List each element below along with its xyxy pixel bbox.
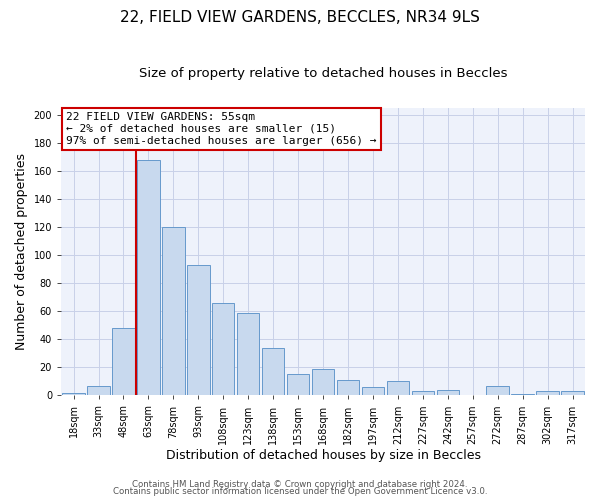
Bar [511,394,534,396]
Text: 22, FIELD VIEW GARDENS, BECCLES, NR34 9LS: 22, FIELD VIEW GARDENS, BECCLES, NR34 9L… [120,10,480,25]
Bar [62,392,85,396]
Bar [362,387,384,396]
Bar [287,374,310,396]
Bar [386,382,409,396]
Bar [87,386,110,396]
Y-axis label: Number of detached properties: Number of detached properties [15,153,28,350]
Bar [112,328,134,396]
Bar [162,227,185,396]
Bar [536,391,559,396]
Bar [187,265,209,396]
Text: 22 FIELD VIEW GARDENS: 55sqm
← 2% of detached houses are smaller (15)
97% of sem: 22 FIELD VIEW GARDENS: 55sqm ← 2% of det… [67,112,377,146]
Bar [237,312,259,396]
Bar [437,390,459,396]
Bar [412,391,434,396]
Bar [337,380,359,396]
Bar [312,369,334,396]
Text: Contains HM Land Registry data © Crown copyright and database right 2024.: Contains HM Land Registry data © Crown c… [132,480,468,489]
X-axis label: Distribution of detached houses by size in Beccles: Distribution of detached houses by size … [166,450,481,462]
Bar [212,303,235,396]
Bar [262,348,284,396]
Text: Contains public sector information licensed under the Open Government Licence v3: Contains public sector information licen… [113,487,487,496]
Bar [487,386,509,396]
Bar [137,160,160,396]
Title: Size of property relative to detached houses in Beccles: Size of property relative to detached ho… [139,68,507,80]
Bar [561,391,584,396]
